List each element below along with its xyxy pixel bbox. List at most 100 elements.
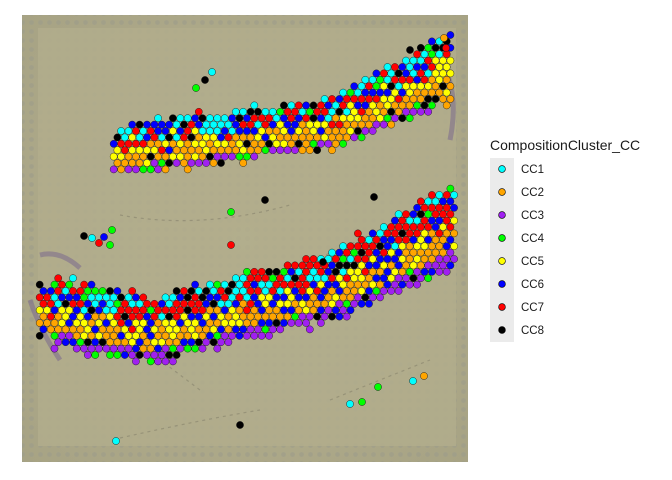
spot-cc5 xyxy=(354,267,362,276)
spot-cc7 xyxy=(428,63,436,71)
spot-cc3 xyxy=(424,107,433,116)
spot-cc6 xyxy=(132,293,140,302)
spot-cc2 xyxy=(313,299,322,308)
spot-cc2 xyxy=(431,248,440,257)
spot-cc2 xyxy=(254,312,262,321)
spot-cc3 xyxy=(65,331,74,340)
spot-cc1 xyxy=(109,306,118,315)
spot-cc5 xyxy=(350,274,359,283)
spot-cc7 xyxy=(146,127,155,135)
legend-label-cc3: CC3 xyxy=(521,210,544,222)
spot-cc1 xyxy=(80,306,88,315)
spot-cc6 xyxy=(191,280,199,289)
spot-cc2 xyxy=(442,229,451,238)
spot-cc2 xyxy=(176,331,185,340)
spot-cc5 xyxy=(283,299,292,308)
spot-cc1 xyxy=(257,280,266,289)
spot-cc6 xyxy=(217,133,225,142)
spot-cc7 xyxy=(154,306,162,315)
spot-cc6 xyxy=(95,306,103,315)
spot-cc3 xyxy=(58,331,66,340)
spot-cc6 xyxy=(261,133,270,142)
spot-cc2 xyxy=(54,325,63,334)
spot-cc2 xyxy=(428,255,436,263)
spot-cc2 xyxy=(206,306,214,315)
spot-cc7 xyxy=(361,267,370,276)
spot-cc4 xyxy=(91,351,100,359)
spot-cc1 xyxy=(202,120,211,129)
spot-cc8 xyxy=(135,120,144,129)
spot-cc5 xyxy=(302,306,310,315)
spot-cc3 xyxy=(320,312,329,321)
spot-cc4 xyxy=(91,287,100,295)
spot-cc3 xyxy=(124,344,133,353)
spot-cc3 xyxy=(154,357,162,366)
legend-key-cc8 xyxy=(498,326,506,334)
spot-cc6 xyxy=(243,127,251,135)
spot-cc3 xyxy=(350,299,359,308)
spot-cc3 xyxy=(368,127,377,135)
spot-cc4 xyxy=(243,267,251,276)
spot-cc4 xyxy=(106,351,114,359)
spot-cc7 xyxy=(246,120,255,129)
spot-cc6 xyxy=(280,306,288,315)
spot-cc5 xyxy=(217,312,225,321)
spot-cc7 xyxy=(298,274,307,283)
spot-cc1 xyxy=(379,223,388,231)
spot-cc1 xyxy=(420,50,429,59)
spot-cc4 xyxy=(350,248,359,257)
spot-cc1 xyxy=(231,274,240,283)
spot-cc1 xyxy=(61,287,70,295)
spot-cc7 xyxy=(150,299,159,308)
spot-cc7 xyxy=(276,274,285,283)
spot-cc7 xyxy=(309,255,318,263)
spot-cc2 xyxy=(209,159,218,167)
spot-cc6 xyxy=(117,331,125,340)
spot-cc6 xyxy=(146,331,155,340)
spot-cc1 xyxy=(231,107,240,116)
spot-cc7 xyxy=(394,223,403,231)
spot-cc5 xyxy=(202,146,211,155)
spot-cc2 xyxy=(180,159,188,167)
spot-cc6 xyxy=(102,319,111,327)
spot-cc1 xyxy=(305,274,314,283)
spot-cc1 xyxy=(135,299,144,308)
spot-cc8 xyxy=(313,312,322,321)
spot-cc2 xyxy=(54,312,63,321)
spot-cc7 xyxy=(328,95,336,103)
spot-cc8 xyxy=(361,293,370,302)
spot-cc2 xyxy=(291,299,299,308)
spot-cc6 xyxy=(413,63,421,71)
spot-cc1 xyxy=(102,306,111,315)
spot-cc7 xyxy=(313,107,322,116)
spot-cc1 xyxy=(139,127,148,135)
spot-cc1 xyxy=(435,191,444,199)
spot-cc8 xyxy=(328,312,336,321)
spot-cc6 xyxy=(409,210,418,219)
spot-cc2 xyxy=(124,152,133,161)
spot-cc5 xyxy=(413,255,421,263)
spot-cc3 xyxy=(161,344,170,353)
spot-cc2 xyxy=(87,319,96,327)
spot-cc7 xyxy=(391,63,399,71)
spot-cc1 xyxy=(183,114,192,123)
spot-cc5 xyxy=(143,159,151,167)
spot-cc8 xyxy=(261,196,269,204)
spot-cc6 xyxy=(120,351,129,359)
spot-cc7 xyxy=(342,95,351,103)
spot-cc7 xyxy=(354,242,362,251)
spot-cc1 xyxy=(320,274,329,283)
spot-cc2 xyxy=(428,75,436,84)
spot-cc4 xyxy=(291,312,299,321)
spot-cc2 xyxy=(161,165,170,174)
spot-cc8 xyxy=(83,338,92,347)
spot-cc6 xyxy=(428,37,436,46)
spot-cc2 xyxy=(154,319,162,327)
spot-cc4 xyxy=(183,344,192,353)
spot-cc7 xyxy=(35,293,44,302)
spot-cc2 xyxy=(305,299,314,308)
spot-cc1 xyxy=(220,280,229,289)
spot-cc7 xyxy=(298,261,307,270)
spot-cc6 xyxy=(391,255,399,263)
spot-cc4 xyxy=(405,267,414,276)
